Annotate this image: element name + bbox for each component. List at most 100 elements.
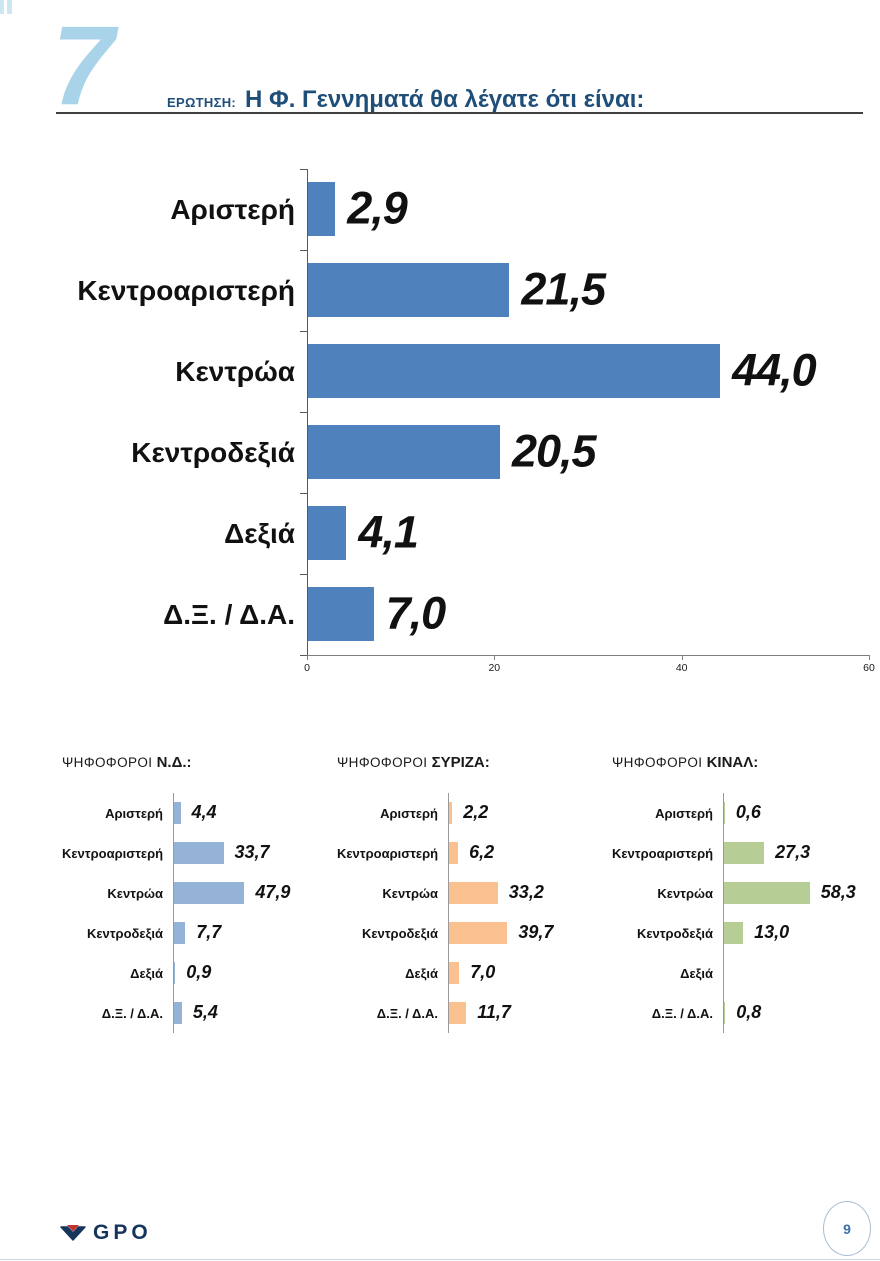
subchart-axis-line: [173, 793, 174, 1033]
subchart-row: Κεντροαριστερή 27,3: [612, 833, 870, 873]
subchart-title: ΨΗΦΟΦΟΡΟΙ ΣΥΡΙΖΑ:: [337, 748, 595, 793]
bar-area: 2,9: [307, 169, 868, 250]
bar: [308, 263, 510, 317]
subchart-row: Κεντρώα 47,9: [62, 873, 320, 913]
subchart-rows: Αριστερή 4,4 Κεντροαριστερή 33,7 Κεντρώα 47,9…: [62, 793, 320, 1033]
x-axis-tick: [869, 655, 870, 660]
subchart-row: Κεντροαριστερή 6,2: [337, 833, 595, 873]
header-rule: [56, 112, 863, 114]
header: ΕΡΩΤΗΣΗ: Η Φ. Γεννηματά θα λέγατε ότι εί…: [167, 86, 644, 114]
gpo-logo: GPO: [60, 1221, 152, 1245]
value-label: 20,5: [512, 424, 597, 476]
subchart-row: Κεντροαριστερή 33,7: [62, 833, 320, 873]
bar-area: 33,7: [173, 833, 320, 873]
category-label: Δ.Ξ. / Δ.Α.: [163, 598, 295, 630]
bar: [449, 842, 459, 864]
bar: [308, 587, 374, 641]
bar-area: 39,7: [448, 913, 595, 953]
value-label: 44,0: [732, 343, 817, 395]
bar-area: 58,3: [723, 873, 870, 913]
subchart-axis-line: [448, 793, 449, 1033]
bar-area: 4,4: [173, 793, 320, 833]
question-label: ΕΡΩΤΗΣΗ:: [167, 95, 237, 110]
category-label: Κεντρώα: [175, 355, 295, 387]
value-label: 33,7: [234, 842, 270, 863]
x-tick-label: 40: [675, 662, 688, 674]
category-label: Κεντρώα: [382, 885, 438, 901]
subchart-row: Δεξιά 0,9: [62, 953, 320, 993]
value-label: 0,6: [735, 802, 761, 823]
subchart-title-prefix: ΨΗΦΟΦΟΡΟΙ: [62, 755, 157, 770]
subchart-row: Αριστερή 4,4: [62, 793, 320, 833]
bar: [174, 1002, 182, 1024]
bar: [449, 1002, 467, 1024]
bar-area: 2,2: [448, 793, 595, 833]
subchart-title: ΨΗΦΟΦΟΡΟΙ Ν.Δ.:: [62, 748, 320, 793]
bar: [174, 842, 224, 864]
subchart-row: Δ.Ξ. / Δ.Α. 11,7: [337, 993, 595, 1033]
y-axis-line: [307, 169, 308, 655]
value-label: 13,0: [754, 922, 790, 943]
x-axis-tick: [307, 655, 308, 660]
bar: [724, 882, 810, 904]
category-label: Κεντροδεξιά: [361, 925, 438, 941]
subchart-row: Κεντροδεξιά 7,7: [62, 913, 320, 953]
value-label: 21,5: [521, 262, 606, 314]
gpo-logo-text: GPO: [93, 1221, 152, 1244]
x-axis-tick: [494, 655, 496, 660]
subchart-title-prefix: ΨΗΦΟΦΟΡΟΙ: [337, 755, 432, 770]
category-label: Κεντροδεξιά: [86, 925, 163, 941]
bar-area: 44,0: [307, 331, 868, 412]
value-label: 7,0: [385, 586, 447, 638]
value-label: 47,9: [255, 882, 291, 903]
x-tick-label: 60: [863, 662, 875, 674]
main-chart-row: Κεντροδεξιά 20,5: [60, 412, 868, 493]
page-number-badge: 9: [823, 1201, 871, 1256]
bar: [449, 962, 460, 984]
main-chart-row: Κεντροαριστερή 21,5: [60, 250, 868, 331]
bar-area: 7,7: [173, 913, 320, 953]
category-label: Δεξιά: [224, 517, 295, 549]
category-label: Κεντρώα: [107, 885, 163, 901]
category-label: Κεντροδεξιά: [131, 436, 295, 468]
bar: [724, 842, 765, 864]
bar: [449, 922, 508, 944]
bar-area: 7,0: [307, 574, 868, 655]
axis-tick: [300, 250, 307, 251]
subchart-row: Κεντρώα 58,3: [612, 873, 870, 913]
main-chart-row: Δ.Ξ. / Δ.Α. 7,0: [60, 574, 868, 655]
subchart-title-group: Ν.Δ.:: [156, 754, 192, 771]
main-chart-row: Δεξιά 4,1: [60, 493, 868, 574]
subchart-row: Δεξιά 7,0: [337, 953, 595, 993]
bar-area: 0,6: [723, 793, 870, 833]
category-label: Κεντροαριστερή: [62, 845, 164, 861]
value-label: 58,3: [820, 882, 856, 903]
bar-area: 7,0: [448, 953, 595, 993]
bar: [724, 802, 725, 824]
value-label: 5,4: [192, 1002, 218, 1023]
bar-area: 20,5: [307, 412, 868, 493]
category-label: Αριστερή: [655, 805, 713, 821]
axis-tick: [300, 655, 307, 656]
category-label: Δεξιά: [405, 965, 438, 981]
bar-area: 21,5: [307, 250, 868, 331]
category-label: Δ.Ξ. / Δ.Α.: [376, 1005, 438, 1021]
subchart-row: Κεντροδεξιά 39,7: [337, 913, 595, 953]
bar-area: 6,2: [448, 833, 595, 873]
category-label: Κεντρώα: [657, 885, 713, 901]
main-chart-row: Κεντρώα 44,0: [60, 331, 868, 412]
subchart-row: Δεξιά: [612, 953, 870, 993]
value-label: 27,3: [775, 842, 811, 863]
subchart-row: Κεντροδεξιά 13,0: [612, 913, 870, 953]
bar-area: 27,3: [723, 833, 870, 873]
bar-area: 13,0: [723, 913, 870, 953]
bar: [308, 344, 721, 398]
value-label: 7,0: [470, 962, 496, 983]
voter-subcharts: ΨΗΦΟΦΟΡΟΙ Ν.Δ.: Αριστερή 4,4 Κεντροαριστερή…: [62, 748, 870, 1033]
value-label: 4,1: [358, 505, 419, 557]
value-label: 33,2: [508, 882, 544, 903]
bar-area: 4,1: [307, 493, 868, 574]
subchart-row: Αριστερή 2,2: [337, 793, 595, 833]
gpo-logo-icon: [60, 1225, 86, 1241]
value-label: 6,2: [469, 842, 495, 863]
